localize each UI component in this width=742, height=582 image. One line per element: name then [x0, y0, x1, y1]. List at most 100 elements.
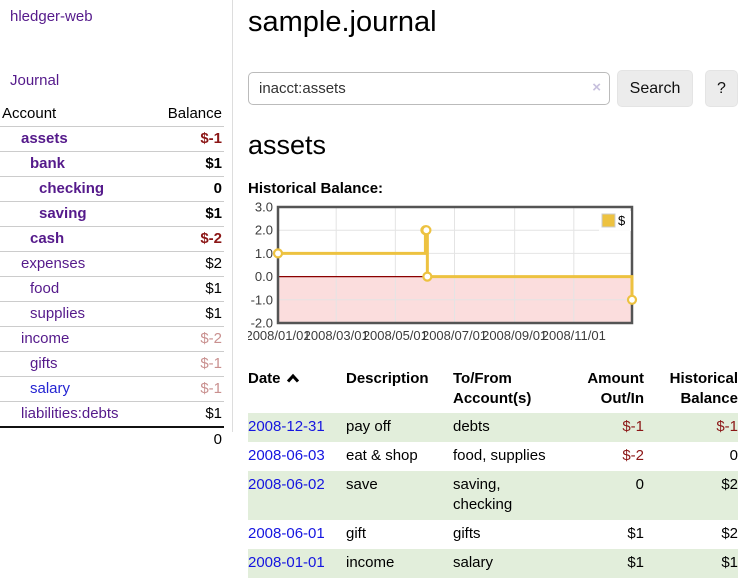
- register-column-header[interactable]: Date: [248, 367, 346, 413]
- page-title: sample.journal: [248, 6, 437, 38]
- plot-frame: [276, 205, 634, 325]
- y-tick-label: 3.0: [255, 202, 273, 215]
- transaction-row[interactable]: 2008-06-02 save saving, checking 0 $2: [248, 471, 738, 520]
- accounts-table-header: Account Balance: [0, 102, 224, 127]
- y-tick-label: -2.0: [251, 316, 273, 331]
- data-point-marker: [421, 225, 432, 236]
- account-balance: $2: [205, 255, 222, 272]
- account-balance: $-1: [200, 130, 222, 147]
- transaction-amount: $1: [627, 525, 644, 542]
- account-row: liabilities:debts $1: [0, 402, 224, 427]
- transaction-balance: $-1: [716, 418, 738, 435]
- transaction-description: pay off: [346, 418, 391, 435]
- account-link[interactable]: salary: [30, 380, 71, 397]
- x-tick-label: 2008/03/01: [304, 328, 369, 343]
- transaction-row[interactable]: 2008-01-01 income salary $1 $1: [248, 549, 738, 578]
- transaction-amount: $1: [627, 554, 644, 571]
- transaction-date-link[interactable]: 2008-12-31: [248, 418, 325, 435]
- x-tick-label: 2008/05/01: [363, 328, 428, 343]
- account-column-header: Account: [2, 105, 57, 122]
- account-balance: $-2: [200, 330, 222, 347]
- search-input[interactable]: [248, 72, 610, 105]
- transaction-accounts: salary: [453, 554, 494, 571]
- account-link[interactable]: bank: [30, 155, 66, 172]
- legend-label: $: [618, 213, 626, 228]
- x-tick-label: 2008/11/01: [542, 328, 606, 343]
- search-form: × Search ?: [248, 70, 742, 107]
- transaction-description: eat & shop: [346, 447, 418, 464]
- transaction-description: gift: [346, 525, 367, 542]
- account-row: bank $1: [0, 152, 224, 177]
- transaction-description: save: [346, 476, 378, 493]
- accounts-total-row: 0: [0, 427, 224, 452]
- account-link[interactable]: income: [21, 330, 70, 347]
- register-table: Date Description To/From Account(s) Amount …: [248, 367, 738, 578]
- account-balance: $-1: [200, 355, 222, 372]
- account-balance: $1: [205, 405, 222, 422]
- account-balance: $1: [205, 280, 222, 297]
- register-header-row: Date Description To/From Account(s) Amount …: [248, 367, 738, 413]
- transaction-date-link[interactable]: 2008-06-02: [248, 476, 325, 493]
- account-link[interactable]: expenses: [21, 255, 86, 272]
- account-row: income $-2: [0, 327, 224, 352]
- register-column-header: Historical Balance: [669, 370, 738, 407]
- transaction-accounts: gifts: [453, 525, 481, 542]
- account-link[interactable]: gifts: [30, 355, 58, 372]
- accounts-table: Account Balance assets $-1 bank $1 checking 0…: [0, 102, 224, 452]
- transaction-row[interactable]: 2008-06-03 eat & shop food, supplies $-2 0: [248, 442, 738, 471]
- main-content: sample.journal × Search ? assets Histori…: [245, 0, 742, 578]
- accounts-total-value: 0: [213, 431, 222, 448]
- x-tick-label: 2008/01/01: [248, 328, 311, 343]
- account-balance: $1: [205, 155, 222, 172]
- account-row: cash $-2: [0, 227, 224, 252]
- chart-canvas: $3.0 2.0 1.0 0.0 -1.0 -2.02008/01/012008/03/0…: [245, 200, 638, 343]
- account-row: supplies $1: [0, 302, 224, 327]
- transaction-date-link[interactable]: 2008-06-03: [248, 447, 325, 464]
- y-tick-label: 0.0: [255, 269, 273, 284]
- register-column-header: Amount Out/In: [587, 370, 644, 407]
- register-column-header: Description: [346, 370, 429, 387]
- account-heading: assets: [248, 130, 327, 160]
- account-row: salary $-1: [0, 377, 224, 402]
- transaction-balance: $2: [721, 525, 738, 542]
- y-tick-label: 1.0: [255, 246, 273, 261]
- x-tick-label: 2008/09/01: [482, 328, 547, 343]
- x-tick-label: 2008/07/01: [422, 328, 487, 343]
- account-link[interactable]: cash: [30, 230, 65, 247]
- account-row: expenses $2: [0, 252, 224, 277]
- clear-search-icon[interactable]: ×: [592, 79, 601, 96]
- y-tick-label: 2.0: [255, 223, 273, 238]
- transaction-date-link[interactable]: 2008-01-01: [248, 554, 325, 571]
- account-link[interactable]: assets: [21, 130, 68, 147]
- sort-ascending-icon[interactable]: [286, 373, 300, 383]
- account-balance: $1: [205, 305, 222, 322]
- historical-balance-chart: $3.0 2.0 1.0 0.0 -1.0 -2.0 2008/01/01 2008/03/0…: [245, 200, 742, 351]
- transaction-amount: $-2: [622, 447, 644, 464]
- sidebar-item-journal[interactable]: Journal: [10, 72, 60, 89]
- account-balance: $1: [205, 205, 222, 222]
- transaction-description: income: [346, 554, 395, 571]
- account-link[interactable]: checking: [39, 180, 105, 197]
- transaction-accounts: debts: [453, 418, 490, 435]
- account-link[interactable]: saving: [39, 205, 87, 222]
- balance-column-header: Balance: [167, 105, 222, 122]
- transaction-balance: $2: [721, 476, 738, 493]
- account-link[interactable]: food: [30, 280, 60, 297]
- search-button[interactable]: Search: [617, 70, 693, 107]
- transaction-balance: 0: [729, 447, 738, 464]
- account-row: assets $-1: [0, 127, 224, 152]
- data-point-marker: [272, 248, 284, 259]
- account-row: food $1: [0, 277, 224, 302]
- sidebar: hledger-web Journal Account Balance asse…: [0, 0, 233, 448]
- account-link[interactable]: supplies: [30, 305, 86, 322]
- transaction-row[interactable]: 2008-06-01 gift gifts $1 $2: [248, 520, 738, 549]
- account-balance: $-2: [200, 230, 222, 247]
- transaction-date-link[interactable]: 2008-06-01: [248, 525, 325, 542]
- account-link[interactable]: liabilities:debts: [21, 405, 119, 422]
- transaction-row[interactable]: 2008-12-31 pay off debts $-1 $-1: [248, 413, 738, 442]
- brand-link[interactable]: hledger-web: [10, 8, 93, 25]
- account-balance: $-1: [200, 380, 222, 397]
- account-row: saving $1: [0, 202, 224, 227]
- account-row: checking 0: [0, 177, 224, 202]
- help-button[interactable]: ?: [705, 70, 738, 107]
